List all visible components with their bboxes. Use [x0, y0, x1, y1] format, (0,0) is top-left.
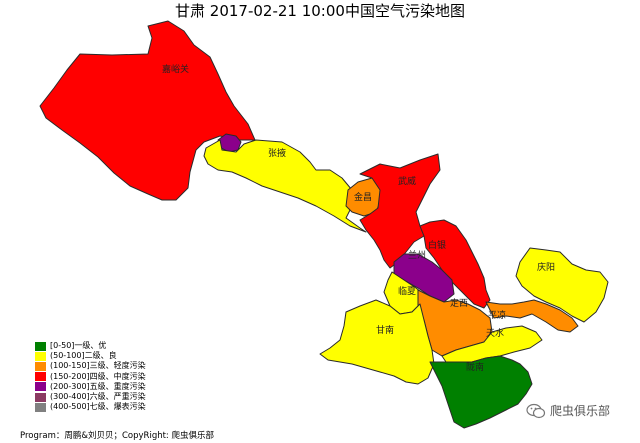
map-title: 甘肃 2017-02-21 10:00中国空气污染地图	[175, 2, 465, 20]
legend-item: (150-200]四级、中度污染	[35, 372, 146, 382]
legend-label: (400-500]七级、爆表污染	[50, 402, 146, 412]
aqi-legend: [0-50]一级、优 (50-100]二级、良 (100-150]三级、轻度污染…	[35, 341, 146, 412]
legend-label: (50-100]二级、良	[50, 351, 117, 361]
legend-label: (150-200]四级、中度污染	[50, 371, 146, 381]
wechat-watermark: 爬虫俱乐部	[526, 402, 610, 419]
region-label-wuwei: 武威	[398, 175, 416, 187]
legend-swatch	[35, 351, 46, 361]
region-label-zhangye: 张掖	[268, 147, 286, 159]
region-longnan[interactable]	[429, 355, 533, 429]
region-label-pingliang: 平凉	[488, 309, 506, 321]
legend-swatch	[35, 372, 46, 382]
region-wuwei[interactable]	[359, 153, 441, 269]
legend-label: [0-50]一级、优	[50, 341, 107, 351]
legend-item: (50-100]二级、良	[35, 351, 146, 361]
region-label-jiayuguan: 嘉峪关	[162, 63, 189, 75]
legend-item: (100-150]三级、轻度污染	[35, 361, 146, 371]
legend-label: (200-300]五级、重度污染	[50, 381, 146, 391]
region-pingliang[interactable]	[485, 299, 579, 333]
region-label-jinchang: 金昌	[354, 191, 372, 203]
legend-item: [0-50]一级、优	[35, 341, 146, 351]
legend-swatch	[35, 361, 46, 371]
region-zhangye[interactable]	[203, 139, 367, 233]
region-qingyang[interactable]	[515, 247, 609, 323]
legend-item: (400-500]七级、爆表污染	[35, 402, 146, 412]
legend-label: (300-400]六级、严重污染	[50, 392, 146, 402]
wechat-icon	[526, 403, 546, 418]
region-label-lanzhou: 兰州	[408, 249, 426, 261]
legend-swatch	[35, 382, 46, 392]
region-gannan[interactable]	[319, 299, 435, 385]
region-jiayuguan[interactable]	[39, 20, 256, 201]
region-label-linxia: 临夏	[398, 285, 416, 297]
legend-label: (100-150]三级、轻度污染	[50, 361, 146, 371]
region-label-qingyang: 庆阳	[537, 261, 555, 273]
region-jiuquan[interactable]	[217, 133, 242, 153]
region-label-dingxi: 定西	[450, 297, 468, 309]
legend-swatch	[35, 341, 46, 351]
watermark-text: 爬虫俱乐部	[550, 404, 611, 418]
credits-footer: Program：周鹏&刘贝贝；CopyRight: 爬虫俱乐部	[20, 431, 215, 441]
legend-swatch	[35, 392, 46, 402]
region-label-gannan: 甘南	[376, 324, 394, 336]
region-label-tianshui: 天水	[486, 327, 504, 339]
legend-swatch	[35, 402, 46, 412]
region-label-longnan: 陇南	[466, 361, 484, 373]
legend-item: (300-400]六级、严重污染	[35, 392, 146, 402]
legend-item: (200-300]五级、重度污染	[35, 382, 146, 392]
region-label-baiyin: 白银	[428, 239, 446, 251]
